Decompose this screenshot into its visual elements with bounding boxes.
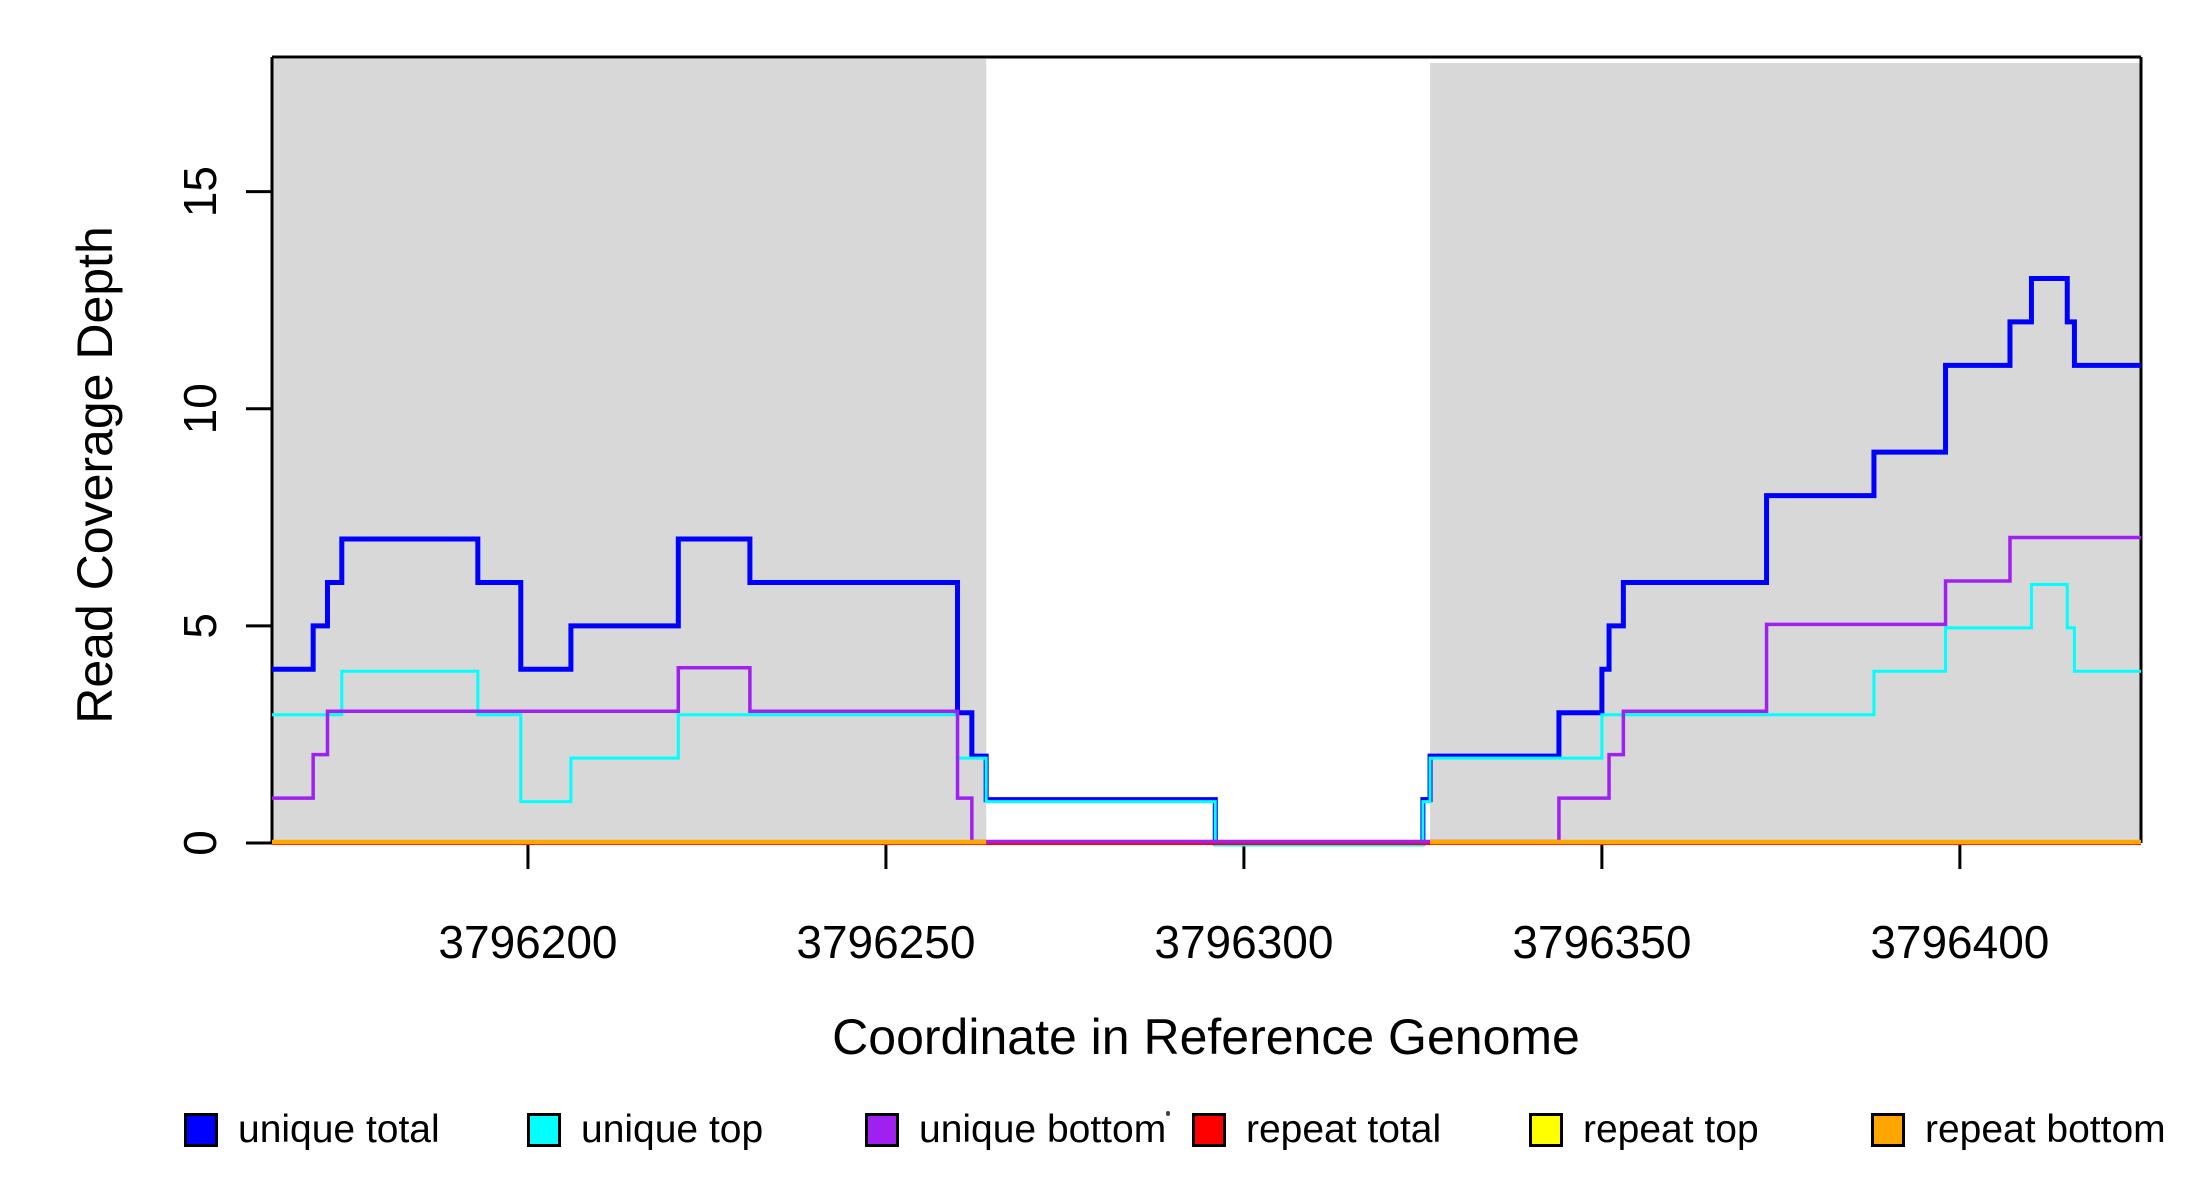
legend-label: repeat total: [1246, 1108, 1442, 1151]
legend-item-repeat-top: repeat top: [1529, 1108, 1759, 1151]
legend-label: repeat bottom: [1925, 1108, 2166, 1151]
legend-item-repeat-total: repeat total: [1192, 1108, 1442, 1151]
legend-swatch-unique-top: [527, 1113, 561, 1147]
x-axis-title: Coordinate in Reference Genome: [832, 1009, 1580, 1065]
series-unique-bottom-line: [272, 535, 2141, 844]
legend-label: repeat top: [1583, 1108, 1759, 1151]
x-tick-label: 3796350: [1512, 916, 1691, 968]
legend-item-unique-bottom: unique bottom: [865, 1108, 1167, 1151]
legend-swatch-unique-total: [184, 1113, 218, 1147]
x-tick-label: 3796200: [438, 916, 617, 968]
legend-item-unique-total: unique total: [184, 1108, 440, 1151]
legend-swatch-repeat-bottom: [1871, 1113, 1905, 1147]
repeat-region-left: [272, 59, 987, 843]
x-tick-label: 3796300: [1154, 916, 1333, 968]
x-tick-label: 3796400: [1870, 916, 2049, 968]
legend-swatch-unique-bottom: [865, 1113, 899, 1147]
legend-label: unique top: [581, 1108, 764, 1151]
legend-swatch-repeat-top: [1529, 1113, 1563, 1147]
repeat-region-right: [1430, 63, 2141, 843]
y-tick-label: 0: [174, 830, 226, 856]
x-tick-label: 3796250: [796, 916, 975, 968]
legend-item-repeat-bottom: repeat bottom: [1871, 1108, 2166, 1151]
y-tick-label: 5: [174, 613, 226, 639]
stray-dot-mark: [1166, 1111, 1170, 1116]
legend-item-unique-top: unique top: [527, 1108, 764, 1151]
y-tick-label: 10: [174, 383, 226, 434]
legend-swatch-repeat-total: [1192, 1113, 1226, 1147]
legend-label: unique bottom: [919, 1108, 1167, 1151]
legend-label: unique total: [238, 1108, 440, 1151]
y-tick-label: 15: [174, 166, 226, 217]
y-axis-title: Read Coverage Depth: [67, 226, 123, 724]
